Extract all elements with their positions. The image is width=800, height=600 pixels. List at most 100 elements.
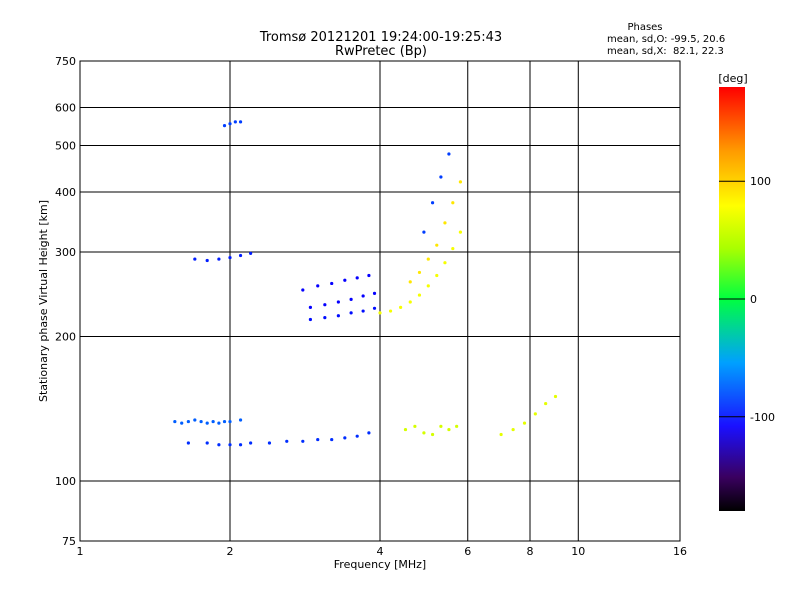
data-point	[430, 432, 435, 437]
data-point	[439, 175, 443, 179]
data-point	[249, 251, 253, 256]
data-point	[355, 276, 359, 280]
data-point	[399, 305, 403, 310]
data-point	[349, 311, 353, 315]
data-point	[180, 421, 184, 425]
chart-title: Tromsø 20121201 19:24:00-19:25:43	[259, 30, 502, 45]
data-point	[222, 124, 227, 128]
data-point	[316, 284, 320, 288]
data-point	[422, 431, 426, 435]
data-point	[285, 439, 289, 443]
data-point	[228, 419, 232, 424]
y-tick-label: 75	[62, 535, 76, 548]
data-point	[458, 180, 463, 184]
data-point	[323, 303, 327, 307]
colorbar-ticks: 100 0 -100	[719, 175, 775, 424]
data-point	[403, 427, 408, 432]
data-point	[426, 257, 430, 261]
x-tick-label: 1	[77, 545, 84, 558]
data-point	[217, 421, 221, 425]
data-point	[308, 305, 313, 310]
data-point	[430, 201, 435, 205]
data-point	[233, 120, 237, 124]
x-tick-label: 2	[227, 545, 234, 558]
data-point	[388, 309, 393, 313]
data-point	[238, 418, 243, 422]
data-point	[186, 419, 190, 424]
data-point	[336, 314, 340, 318]
data-point	[367, 431, 371, 435]
data-point	[511, 427, 515, 432]
data-point	[522, 421, 527, 425]
data-point	[458, 230, 463, 234]
y-tick-label: 600	[55, 102, 76, 115]
data-point	[372, 306, 377, 310]
data-point	[443, 261, 447, 265]
phases-line-x: mean, sd,X: 82.1, 22.3	[607, 46, 724, 57]
data-point	[349, 297, 353, 301]
y-tick-label: 500	[55, 140, 76, 153]
data-point	[422, 230, 426, 234]
data-point	[267, 441, 272, 445]
colorbar-label: [deg]	[718, 72, 747, 85]
data-point	[217, 443, 221, 447]
data-point	[544, 401, 548, 406]
data-point	[323, 316, 327, 320]
data-points	[173, 120, 558, 447]
data-point	[343, 436, 347, 440]
data-point	[193, 418, 197, 422]
data-point	[408, 300, 412, 304]
colorbar-tick-label: -100	[750, 411, 775, 424]
data-point	[301, 288, 305, 292]
data-point	[361, 309, 365, 313]
data-point	[447, 427, 451, 432]
data-point	[553, 394, 558, 399]
data-point	[205, 258, 209, 263]
x-tick-label: 6	[464, 545, 471, 558]
data-point	[330, 281, 334, 286]
data-point	[199, 419, 203, 424]
axis-ticks: 1 2 4 6 8 10 16 75 100 200 300 400 500 600 750	[55, 55, 687, 558]
y-tick-label: 200	[55, 331, 76, 344]
y-tick-label: 750	[55, 55, 76, 68]
data-point	[238, 253, 243, 258]
data-point	[336, 300, 340, 304]
y-tick-label: 300	[55, 246, 76, 259]
data-point	[435, 243, 439, 247]
data-point	[439, 424, 443, 428]
colorbar-tick-label: 100	[750, 175, 771, 188]
colorbar-tick-label: 0	[750, 293, 757, 306]
data-point	[367, 273, 371, 278]
data-point	[455, 424, 459, 428]
data-point	[499, 432, 503, 437]
data-point	[228, 256, 232, 260]
data-point	[308, 317, 313, 322]
chart-subtitle: RwPretec (Bp)	[335, 44, 427, 59]
y-tick-label: 400	[55, 186, 76, 199]
data-point	[217, 257, 221, 261]
data-point	[205, 441, 209, 445]
x-tick-label: 16	[673, 545, 687, 558]
data-point	[447, 152, 451, 156]
data-point	[343, 278, 347, 282]
data-point	[417, 270, 422, 275]
data-point	[238, 120, 243, 124]
data-point	[316, 437, 320, 442]
data-point	[451, 201, 455, 205]
data-point	[443, 221, 447, 225]
data-point	[372, 291, 377, 295]
data-point	[435, 273, 439, 278]
y-tick-label: 100	[55, 475, 76, 488]
x-tick-label: 4	[377, 545, 384, 558]
x-tick-label: 10	[571, 545, 585, 558]
phases-line-o: mean, sd,O: -99.5, 20.6	[607, 34, 725, 45]
x-tick-label: 8	[527, 545, 534, 558]
x-axis-label: Frequency [MHz]	[334, 558, 426, 571]
data-point	[228, 122, 232, 126]
data-point	[211, 419, 215, 424]
data-point	[186, 441, 190, 445]
data-point	[330, 437, 334, 442]
data-point	[238, 443, 243, 447]
data-point	[301, 439, 305, 443]
